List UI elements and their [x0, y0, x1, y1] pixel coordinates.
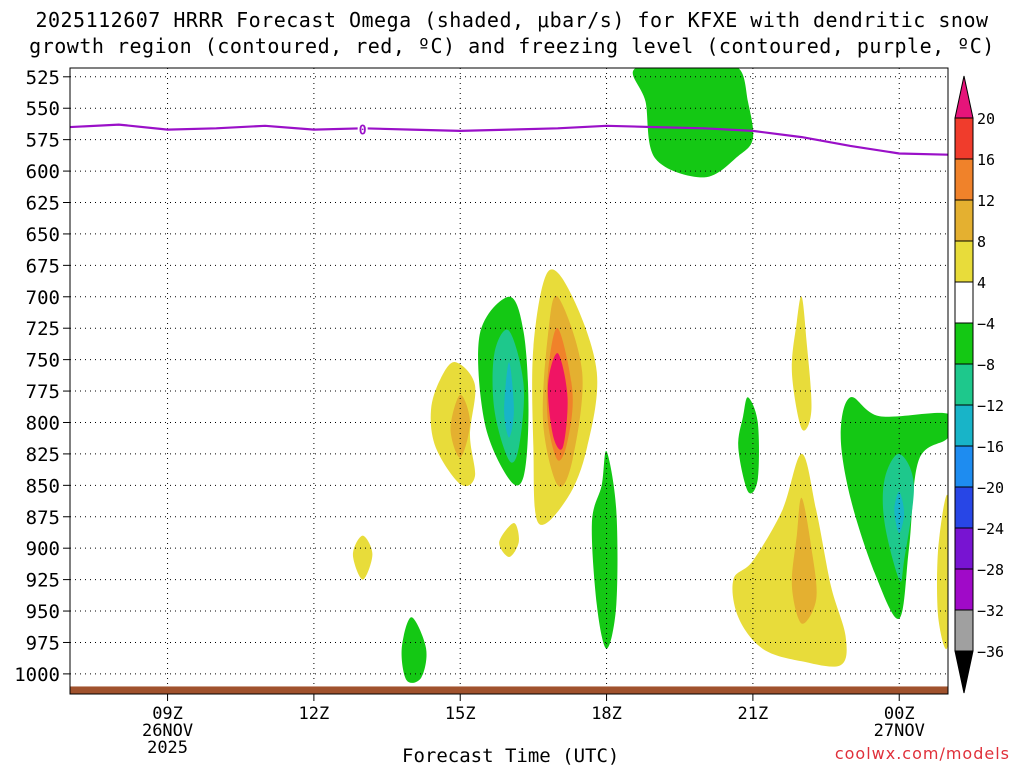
- omega-region-g-top: [632, 68, 754, 178]
- colorbar-segment: [954, 117, 974, 160]
- colorbar-segment: [954, 527, 974, 570]
- chart-title-line2: growth region (contoured, red, ºC) and f…: [29, 34, 995, 58]
- x-axis-label: Forecast Time (UTC): [402, 745, 620, 767]
- x-tick-date: 26NOV: [142, 721, 193, 741]
- colorbar-segment: [954, 486, 974, 529]
- colorbar-label: −28: [977, 561, 1004, 579]
- y-tick-label: 725: [26, 318, 60, 340]
- freezing-level-label-bg: [357, 121, 368, 138]
- colorbar-segment: [954, 322, 974, 365]
- x-tick-label: 15Z: [445, 704, 476, 724]
- colorbar-label: 20: [977, 110, 995, 128]
- y-tick-label: 925: [26, 570, 60, 592]
- x-tick-label: 21Z: [738, 704, 769, 724]
- omega-region-m-17z: [547, 353, 568, 450]
- y-tick-label: 525: [26, 67, 60, 89]
- colorbar-top-arrow: [954, 75, 974, 119]
- omega-region-g-21z: [738, 397, 759, 494]
- y-tick-label: 675: [26, 255, 60, 277]
- y-tick-label: 875: [26, 507, 60, 529]
- colorbar-label: 16: [977, 151, 995, 169]
- y-tick-label: 650: [26, 224, 60, 246]
- surface-band-layer: [70, 686, 948, 694]
- omega-region-y-22z-up: [791, 296, 812, 431]
- x-tick-label: 12Z: [299, 704, 330, 724]
- omega-shading-layer: [352, 68, 948, 683]
- colorbar-label: 4: [977, 274, 986, 292]
- x-tick-label: 00Z: [884, 704, 915, 724]
- colorbar-label: −12: [977, 397, 1004, 415]
- x-tick-label: 18Z: [591, 704, 622, 724]
- omega-region-o-22z: [791, 497, 817, 624]
- freezing-level-line: [70, 123, 948, 156]
- x-tick-label: 09Z: [152, 704, 183, 724]
- colorbar-label: 8: [977, 233, 986, 251]
- x-tick-date: 27NOV: [874, 721, 925, 741]
- colorbar-label: 12: [977, 192, 995, 210]
- y-tick-label: 550: [26, 98, 60, 120]
- y-tick-label: 1000: [14, 664, 60, 686]
- y-tick-label: 700: [26, 287, 60, 309]
- omega-region-y-edge: [937, 494, 948, 650]
- omega-region-g-18z: [591, 450, 618, 649]
- plot-frame: [69, 67, 949, 695]
- y-tick-label: 750: [26, 350, 60, 372]
- y-tick-label: 575: [26, 130, 60, 152]
- y-tick-label: 775: [26, 381, 60, 403]
- omega-region-g-14z: [401, 617, 427, 683]
- omega-region-y-22z-low: [732, 453, 847, 667]
- colorbar-label: −36: [977, 643, 1004, 661]
- chart-title-line1: 2025112607 HRRR Forecast Omega (shaded, …: [35, 8, 989, 32]
- colorbar-label: −24: [977, 520, 1004, 538]
- colorbar-label: −4: [977, 315, 995, 333]
- colorbar-segment: [954, 445, 974, 488]
- y-tick-label: 800: [26, 412, 60, 434]
- y-tick-label: 975: [26, 632, 60, 654]
- freezing-level-label: 0: [359, 124, 367, 139]
- colorbar-label: −16: [977, 438, 1004, 456]
- colorbar-segment: [954, 158, 974, 201]
- y-tick-label: 950: [26, 601, 60, 623]
- x-tick-year: 2025: [147, 738, 188, 758]
- colorbar: 20 16 12 8 4 −4 −8 −12 −16 −20 −24 −28 −32 −36: [954, 75, 1004, 694]
- colorbar-segment: [954, 281, 974, 324]
- omega-region-c-00z: [894, 491, 905, 534]
- y-axis: 525 550 575 600 625 650 675 700 725 750 775 800 825 8…: [14, 67, 70, 686]
- freezing-level-layer: 0: [70, 121, 948, 156]
- omega-region-y-16z-low: [499, 523, 519, 557]
- colorbar-label: −32: [977, 602, 1004, 620]
- colorbar-segment: [954, 404, 974, 447]
- y-tick-label: 850: [26, 475, 60, 497]
- colorbar-segment: [954, 568, 974, 611]
- colorbar-segment: [954, 609, 974, 652]
- y-tick-label: 600: [26, 161, 60, 183]
- colorbar-segment: [954, 240, 974, 283]
- colorbar-label: −8: [977, 356, 995, 374]
- y-tick-label: 900: [26, 538, 60, 560]
- omega-region-c-16z: [504, 362, 514, 438]
- surface-band: [70, 686, 948, 694]
- omega-region-o-15z: [450, 394, 470, 458]
- colorbar-label: −20: [977, 479, 1004, 497]
- y-tick-label: 625: [26, 193, 60, 215]
- site-credit: coolwx.com/models: [834, 744, 1010, 763]
- y-tick-label: 825: [26, 444, 60, 466]
- colorbar-segment: [954, 199, 974, 242]
- omega-region-y-13z: [352, 535, 373, 580]
- colorbar-segment: [954, 363, 974, 406]
- colorbar-bottom-arrow: [954, 650, 974, 694]
